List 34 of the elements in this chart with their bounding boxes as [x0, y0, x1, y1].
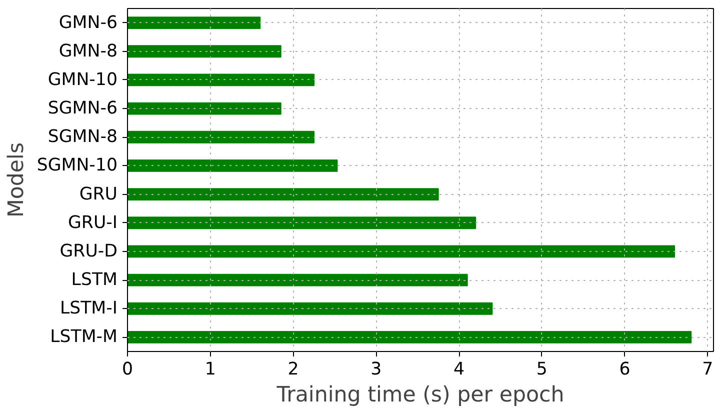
bar	[128, 45, 282, 58]
bar	[128, 74, 314, 86]
bar	[128, 102, 282, 115]
bar	[128, 274, 468, 286]
y-tick-label: LSTM-M	[50, 327, 118, 348]
bar	[128, 302, 493, 315]
y-tick-label: GRU-D	[60, 241, 118, 262]
y-tick-label: GRU	[79, 184, 118, 204]
bar	[128, 330, 692, 344]
y-tick-label: GMN-10	[48, 70, 118, 90]
bar	[128, 16, 261, 30]
bar	[128, 245, 676, 258]
y-tick-label: GRU-I	[68, 212, 118, 233]
y-axis-title: Models	[4, 142, 29, 218]
y-tick-label: SGMN-8	[48, 127, 118, 148]
x-tick-label: 1	[204, 360, 216, 380]
y-tick-label: SGMN-10	[36, 156, 118, 176]
x-axis-title: Training time (s) per epoch	[276, 382, 564, 408]
x-tick-label: 0	[122, 360, 134, 380]
y-tick-label: LSTM-I	[60, 298, 118, 319]
x-tick-label: 3	[370, 360, 382, 380]
x-tick-label: 2	[288, 360, 299, 380]
bar	[128, 130, 314, 144]
bar	[128, 188, 439, 201]
y-tick-label: GMN-8	[58, 41, 118, 62]
x-tick-label: 6	[619, 360, 630, 380]
x-tick-label: 5	[536, 360, 548, 380]
bar	[128, 159, 338, 172]
y-tick-label: LSTM	[71, 270, 118, 290]
x-tick-label: 4	[454, 360, 465, 380]
x-tick-label: 7	[702, 360, 714, 380]
bar	[128, 216, 476, 230]
y-tick-label: GMN-6	[58, 12, 118, 33]
y-tick-label: SGMN-6	[48, 98, 118, 119]
